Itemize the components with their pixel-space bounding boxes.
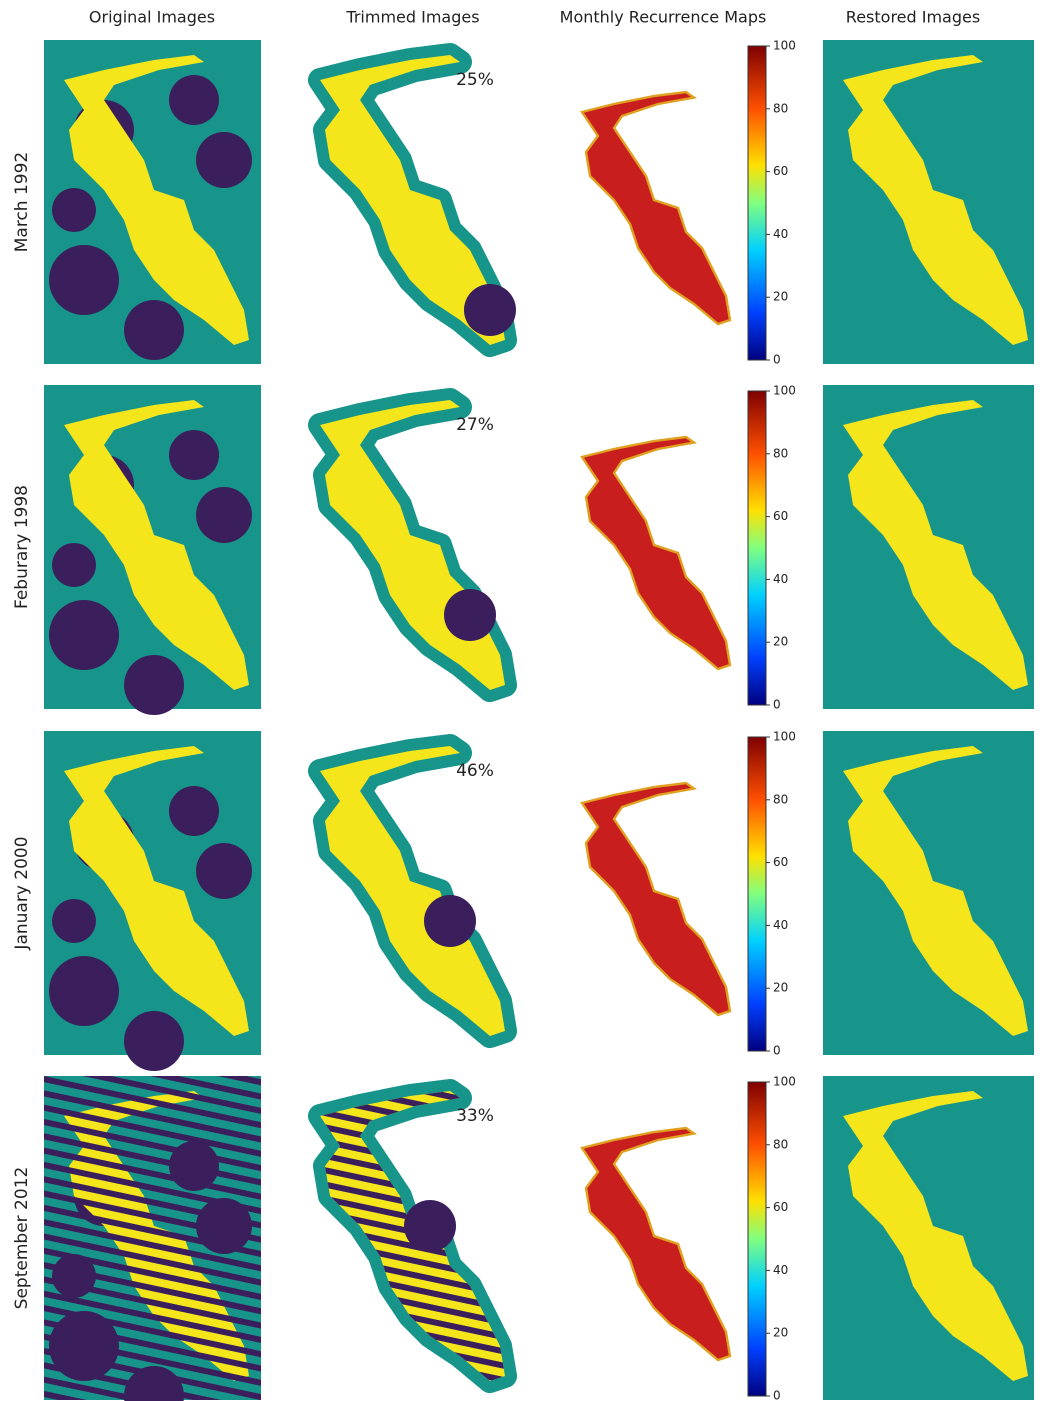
colorbar-tick-label: 0	[773, 1044, 781, 1058]
colorbar-tick-label: 80	[773, 446, 788, 460]
original-image	[44, 731, 261, 1071]
coverage-percent: 33%	[456, 1106, 494, 1126]
original-image	[44, 40, 261, 364]
colorbar-tick-label: 60	[773, 509, 788, 523]
row-label: Feburary 1998	[12, 485, 32, 609]
colorbar-tick-label: 80	[773, 101, 788, 115]
cloud-patch	[169, 75, 219, 125]
colorbar-tick-label: 80	[773, 1137, 788, 1151]
cloud-patch	[464, 284, 516, 336]
recurrence-map	[582, 1128, 730, 1360]
row-label: January 2000	[12, 836, 32, 950]
colorbar-tick-label: 100	[773, 39, 796, 53]
cloud-patch	[169, 430, 219, 480]
colorbar-tick-label: 100	[773, 384, 796, 398]
colorbar-tick-label: 100	[773, 730, 796, 744]
colorbar-tick-label: 40	[773, 918, 788, 932]
cloud-patch	[124, 1011, 184, 1071]
cloud-patch	[49, 600, 119, 670]
coverage-percent: 27%	[456, 415, 494, 435]
colorbar-tick-label: 20	[773, 290, 788, 304]
cloud-patch	[52, 543, 96, 587]
cloud-patch	[196, 843, 252, 899]
cloud-patch	[169, 786, 219, 836]
column-header: Trimmed Images	[345, 8, 479, 27]
restored-image	[823, 731, 1034, 1055]
lake	[320, 746, 505, 1036]
colorbar-tick-label: 40	[773, 572, 788, 586]
coverage-percent: 25%	[456, 70, 494, 90]
trimmed-image	[320, 1091, 505, 1381]
colorbar	[748, 46, 766, 360]
cloud-patch	[52, 188, 96, 232]
restored-image	[823, 385, 1034, 709]
recurrence-map	[582, 437, 730, 669]
lake	[582, 1128, 730, 1360]
trimmed-image	[320, 400, 505, 690]
restored-image	[823, 1076, 1034, 1400]
column-header: Restored Images	[846, 8, 980, 27]
lake	[582, 783, 730, 1015]
colorbar-tick-label: 40	[773, 227, 788, 241]
coverage-percent: 46%	[456, 761, 494, 781]
colorbar-tick-label: 20	[773, 981, 788, 995]
lake	[320, 400, 505, 690]
recurrence-map	[582, 92, 730, 324]
colorbar-tick-label: 20	[773, 635, 788, 649]
figure: Original Images Trimmed Images Monthly Rec…	[0, 0, 1044, 1401]
row-label: March 1992	[12, 152, 32, 253]
stripe-overlay	[44, 1076, 261, 1400]
trimmed-image	[320, 746, 505, 1036]
cloud-patch	[52, 899, 96, 943]
cloud-patch	[49, 245, 119, 315]
original-image	[44, 385, 261, 715]
colorbar	[748, 391, 766, 705]
lake	[582, 437, 730, 669]
colorbar-tick-label: 20	[773, 1326, 788, 1340]
column-header: Original Images	[89, 8, 215, 27]
stripe-overlay	[320, 1091, 505, 1381]
colorbar-tick-label: 0	[773, 353, 781, 367]
column-header: Monthly Recurrence Maps	[560, 8, 767, 27]
row-label: September 2012	[12, 1167, 32, 1310]
cloud-patch	[124, 300, 184, 360]
colorbar-tick-label: 0	[773, 698, 781, 712]
lake	[582, 92, 730, 324]
colorbar-tick-label: 60	[773, 164, 788, 178]
cloud-patch	[124, 655, 184, 715]
original-image	[44, 1076, 261, 1401]
cloud-patch	[49, 956, 119, 1026]
trimmed-image	[320, 55, 516, 345]
colorbar-tick-label: 60	[773, 1200, 788, 1214]
colorbar-tick-label: 80	[773, 792, 788, 806]
colorbar-tick-label: 40	[773, 1263, 788, 1277]
cloud-patch	[196, 132, 252, 188]
restored-image	[823, 40, 1034, 364]
cloud-patch	[196, 487, 252, 543]
colorbar-tick-label: 60	[773, 855, 788, 869]
cloud-patch	[424, 895, 476, 947]
colorbar-tick-label: 0	[773, 1389, 781, 1401]
colorbar	[748, 737, 766, 1051]
colorbar-tick-label: 100	[773, 1075, 796, 1089]
recurrence-map	[582, 783, 730, 1015]
cloud-patch	[444, 589, 496, 641]
colorbar	[748, 1082, 766, 1396]
